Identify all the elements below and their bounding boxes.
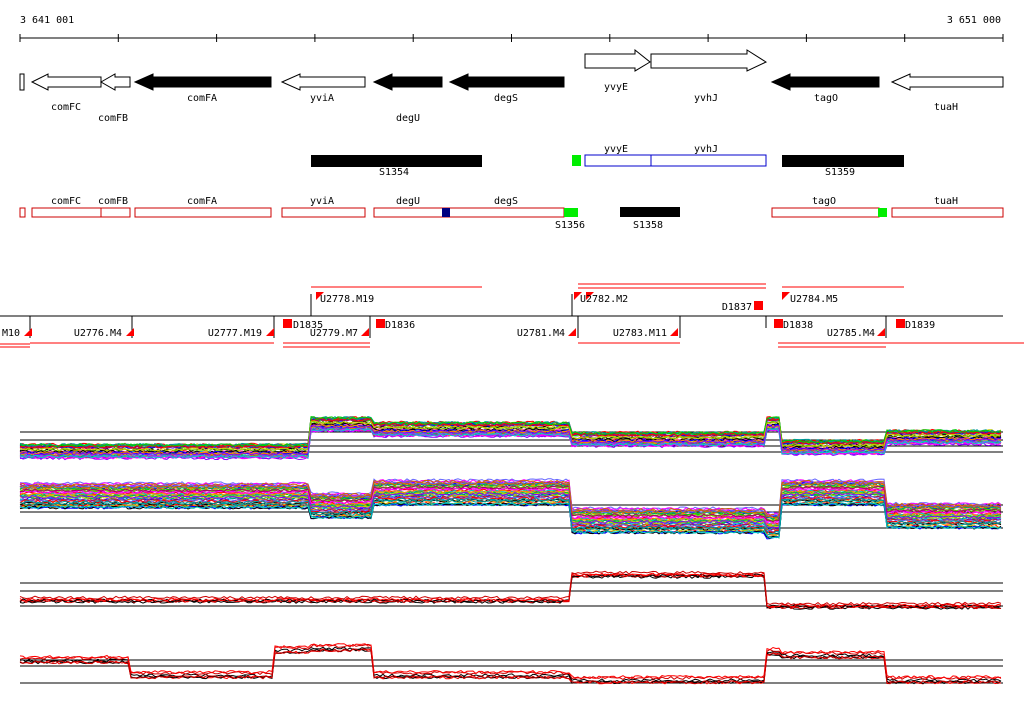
operon-track: comFC comFB comFA yviA degU degS S1356 S…	[19, 196, 1004, 231]
operon-tuaH-label: tuaH	[934, 196, 958, 207]
segment-D1838[interactable]: D1838	[783, 320, 813, 331]
s-block-S1356-label: S1356	[555, 220, 585, 231]
operon-tagO[interactable]	[771, 207, 880, 218]
gene-comFA[interactable]	[133, 73, 272, 91]
gene-comFB[interactable]	[99, 73, 131, 91]
gene-tuaH-label: tuaH	[934, 102, 958, 113]
operon-degU-degS[interactable]	[373, 207, 565, 218]
segment-U2784.M5[interactable]: U2784.M5	[790, 294, 838, 305]
segment-U2776.M4[interactable]: U2776.M4	[74, 328, 122, 339]
green-marker-tagO	[878, 208, 887, 217]
gene-yvhJ[interactable]	[650, 49, 768, 72]
gene-degU[interactable]	[372, 73, 443, 91]
partial-gene-stub	[19, 73, 25, 91]
gene-yvhJ-label: yvhJ	[694, 93, 718, 104]
green-marker	[572, 155, 581, 166]
gene-comFC-label: comFC	[51, 102, 81, 113]
segment-U2778.M19[interactable]: U2778.M19	[320, 294, 374, 305]
gene-degS-label: degS	[494, 93, 518, 104]
operon-tagO-label: tagO	[812, 196, 836, 207]
segment-U2783.M11[interactable]: U2783.M11	[613, 328, 667, 339]
segment-U2779.M7[interactable]: U2779.M7	[310, 328, 358, 339]
segment-D1837[interactable]: D1837	[722, 302, 752, 313]
operon-yvyE-label: yvyE	[604, 144, 628, 155]
gene-comFC[interactable]	[30, 73, 102, 91]
segment-U2782.M2[interactable]: U2782.M2	[580, 294, 628, 305]
s-block-S1358[interactable]	[620, 207, 680, 217]
coord-end-label: 3 651 000	[947, 15, 1001, 26]
navy-marker	[442, 208, 450, 217]
segment-U2785.M4[interactable]: U2785.M4	[827, 328, 875, 339]
gene-tagO[interactable]	[770, 73, 880, 91]
s-block-S1354[interactable]	[311, 155, 482, 167]
gene-tuaH[interactable]	[890, 73, 1004, 91]
gene-track: comFC comFB comFA yviA degU degS yvyE yv…	[19, 48, 1004, 124]
gene-comFA-label: comFA	[187, 93, 217, 104]
gene-tagO-label: tagO	[814, 93, 838, 104]
gene-yvyE[interactable]	[584, 48, 651, 72]
operon-degU-label: degU	[396, 196, 420, 207]
segment-M10[interactable]: M10	[2, 328, 20, 339]
operon-comFC-comFB[interactable]	[31, 207, 131, 218]
segment-track: U2778.M19 U2782.M2 D1837 U2784.M5 M10 U2…	[0, 283, 1024, 348]
gene-yviA[interactable]	[280, 73, 366, 91]
s-block-S1358-label: S1358	[633, 220, 663, 231]
segment-D1835[interactable]: D1835	[293, 320, 323, 331]
operon-yviA[interactable]	[281, 207, 366, 218]
operon-yvyE-yvhJ[interactable]	[584, 154, 767, 167]
operon-yviA-label: yviA	[310, 196, 334, 207]
operon-comFB-label: comFB	[98, 196, 128, 207]
s-block-S1354-label: S1354	[379, 167, 409, 178]
coord-start-label: 3 641 001	[20, 15, 74, 26]
operon-comFA-label: comFA	[187, 196, 217, 207]
operon-degS-label: degS	[494, 196, 518, 207]
segment-U2777.M19[interactable]: U2777.M19	[208, 328, 262, 339]
gene-degU-label: degU	[396, 113, 420, 124]
segment-D1836[interactable]: D1836	[385, 320, 415, 331]
s-block-track: S1354 yvyE yvhJ S1359	[311, 144, 904, 178]
operon-comFA[interactable]	[134, 207, 272, 218]
gene-comFB-label: comFB	[98, 113, 128, 124]
gene-yvyE-label: yvyE	[604, 82, 628, 93]
operon-yvhJ-label: yvhJ	[694, 144, 718, 155]
s-block-S1359[interactable]	[782, 155, 904, 167]
operon-comFC-label: comFC	[51, 196, 81, 207]
segment-U2781.M4[interactable]: U2781.M4	[517, 328, 565, 339]
coordinate-ruler: 3 641 001 3 651 000	[19, 15, 1004, 42]
gene-degS[interactable]	[448, 73, 565, 91]
green-marker-S1356	[564, 208, 578, 217]
gene-yviA-label: yviA	[310, 93, 334, 104]
expression-panels	[19, 415, 1003, 685]
s-block-S1359-label: S1359	[825, 167, 855, 178]
operon-tuaH[interactable]	[891, 207, 1004, 218]
segment-D1839[interactable]: D1839	[905, 320, 935, 331]
